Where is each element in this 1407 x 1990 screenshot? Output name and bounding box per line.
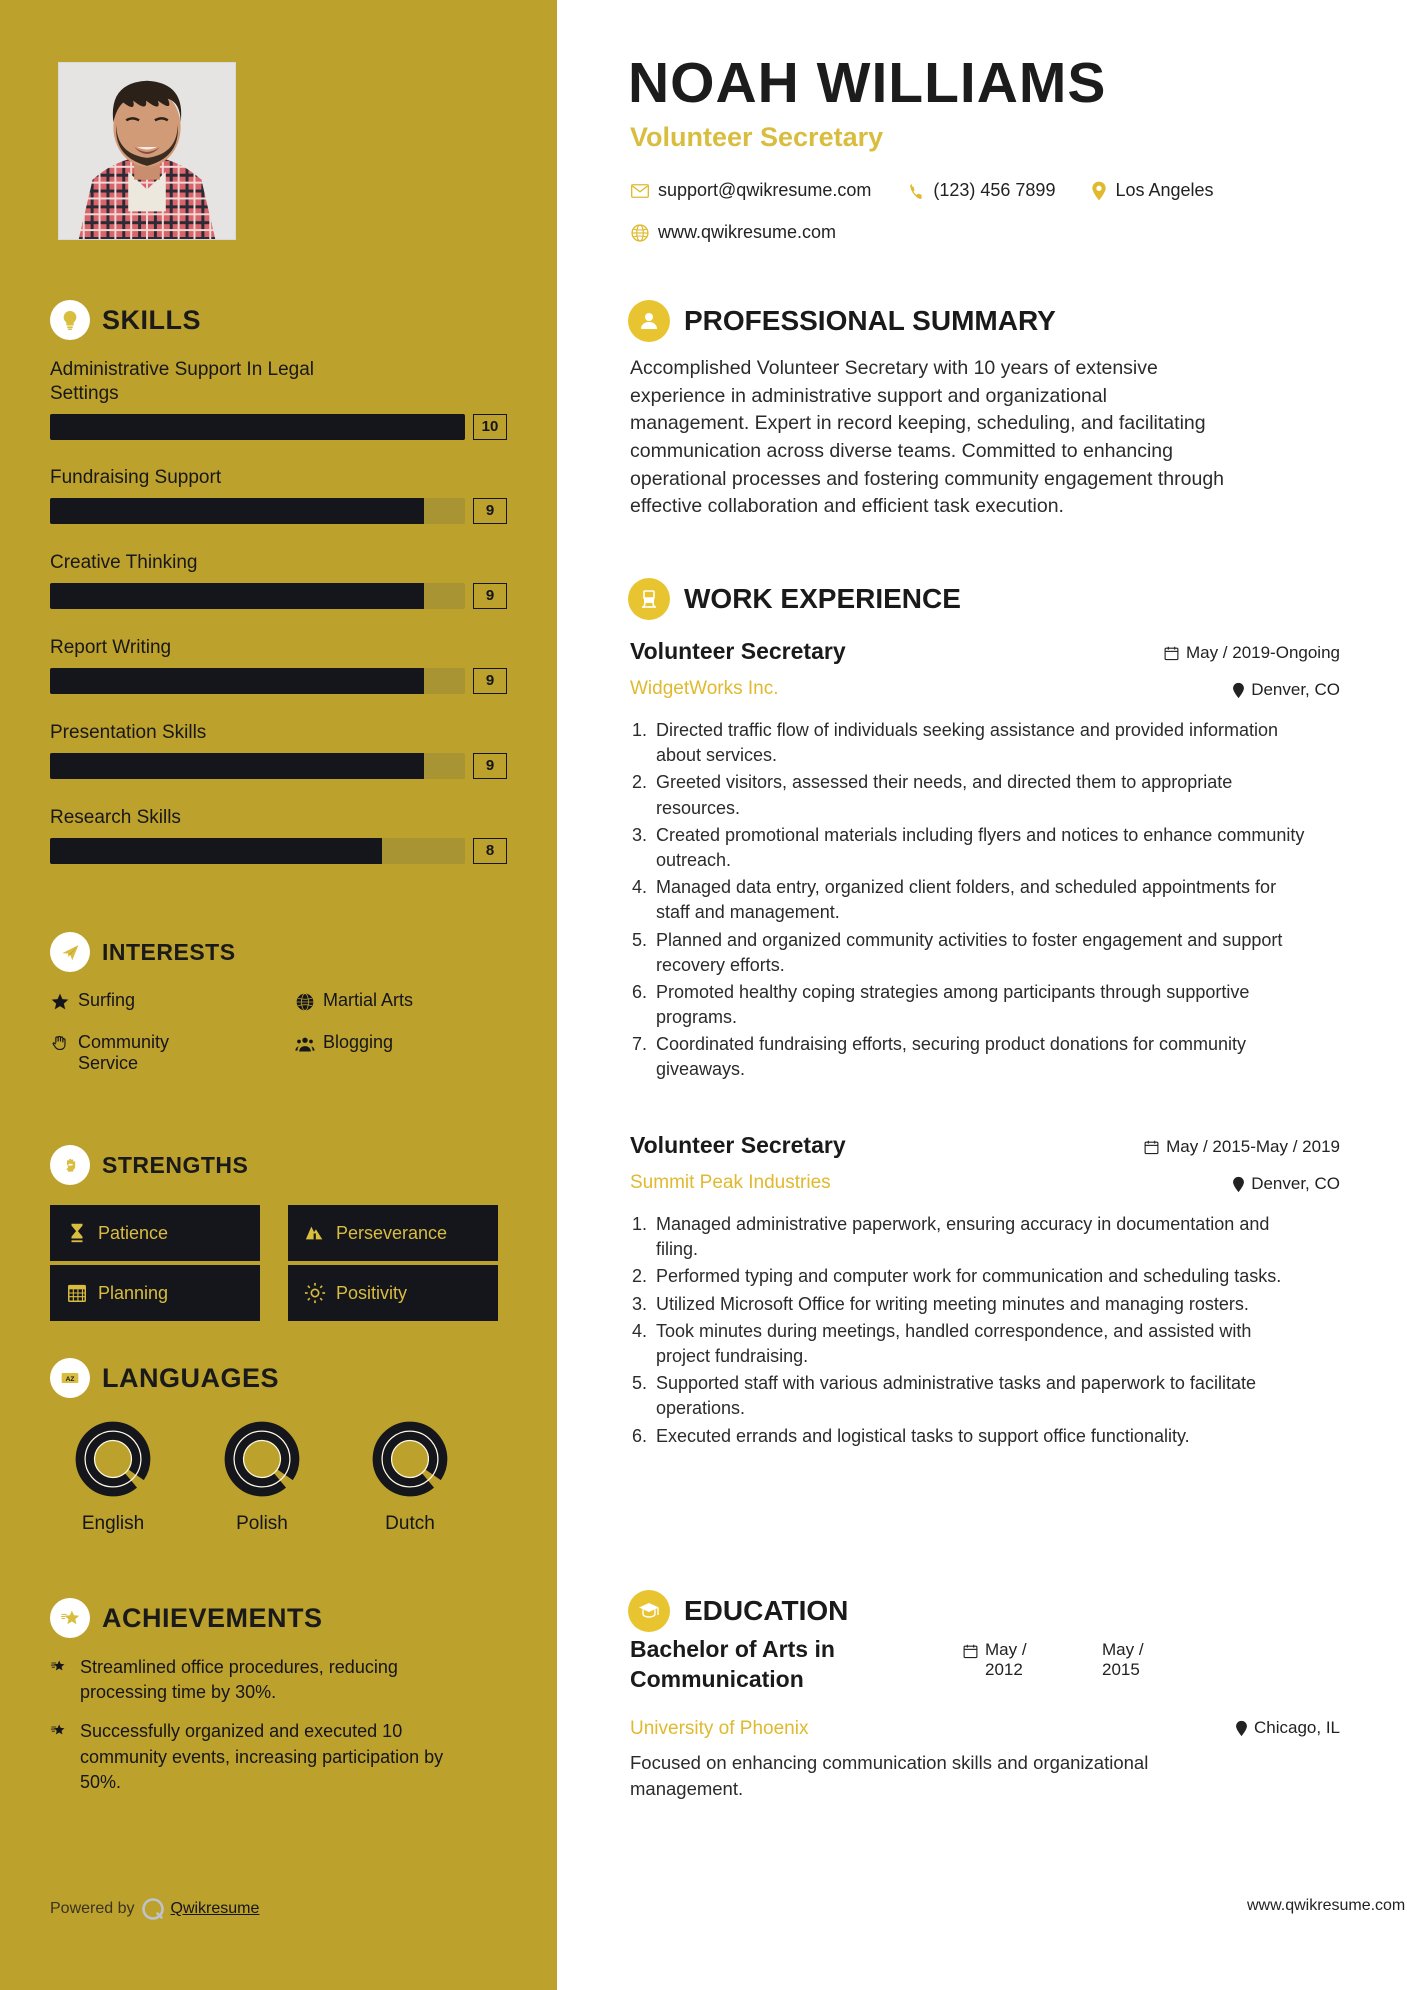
- svg-text:AZ: AZ: [66, 1376, 75, 1383]
